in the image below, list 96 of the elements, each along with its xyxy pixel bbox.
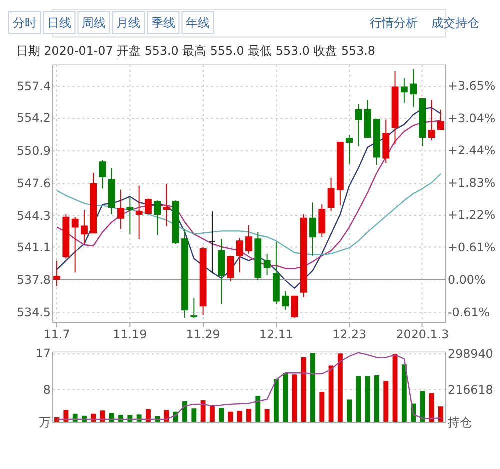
y2-tick-label: +3.04% (448, 112, 496, 126)
y-tick-label: 万 (38, 415, 51, 430)
text: 成交持仓 (431, 16, 480, 30)
bar (182, 401, 188, 422)
bar (146, 409, 151, 422)
candlestick (126, 197, 134, 235)
bar (283, 373, 288, 422)
y2-tick-label: 0.00% (448, 272, 486, 287)
y2-tick-label: +1.83% (448, 176, 496, 190)
candlestick (163, 183, 170, 227)
bar (374, 375, 380, 422)
y-tick-label: 541.1 (16, 240, 51, 254)
y-tick-label: 544.3 (16, 208, 51, 223)
candlestick (99, 160, 106, 190)
bar (256, 396, 261, 422)
candlestick (246, 224, 252, 254)
y-tick-label: 557.4 (16, 80, 51, 94)
candlestick (264, 253, 271, 276)
candlestick (282, 290, 290, 311)
candlestick (318, 204, 326, 238)
bar (310, 353, 316, 422)
text: 日线 (47, 16, 72, 30)
candlestick (227, 255, 234, 282)
text: 行情分析 (370, 16, 418, 30)
candlestick (291, 296, 298, 319)
line-series (56, 173, 442, 256)
bar (328, 366, 334, 422)
bar (438, 406, 444, 422)
candlestick (410, 68, 418, 108)
x-tick-label: 2020.1.3 (396, 327, 450, 342)
bar (402, 364, 407, 422)
candlestick (208, 210, 216, 274)
y2-tick-label: 216618 (448, 383, 494, 398)
candlestick (118, 189, 124, 230)
bar (274, 379, 279, 422)
y2-tick-label: 持仓 (448, 415, 472, 430)
y-tick-label: 17 (36, 346, 51, 361)
bar (365, 376, 370, 422)
bar (246, 409, 252, 422)
bar (384, 381, 389, 422)
candlestick (54, 260, 61, 287)
y-tick-label: 537.8 (16, 273, 51, 287)
y2-tick-label: +3.65% (448, 79, 496, 94)
y2-tick-label: +1.22% (448, 208, 496, 222)
line-series (56, 352, 442, 420)
bar (200, 400, 206, 422)
y2-tick-label: +0.61% (448, 240, 496, 255)
candlestick (154, 200, 162, 236)
bar (420, 391, 426, 422)
x-tick-label: 12.11 (259, 327, 294, 342)
text: 分时 (12, 16, 37, 30)
y-tick-label: 550.9 (16, 144, 51, 158)
bar (237, 411, 242, 422)
candlestick (355, 103, 362, 147)
text: 年线 (186, 16, 210, 30)
candlestick (72, 216, 79, 274)
x-tick-label: 11.7 (44, 327, 70, 342)
x-tick-label: 12.23 (332, 327, 367, 342)
bar (347, 400, 352, 422)
bar (264, 409, 270, 422)
chart-subtitle: 日期 2020-01-07 开盘 553.0 最高 555.0 最低 553.0 收盘 553.8 (16, 44, 376, 58)
bar (429, 393, 434, 422)
candlestick (346, 135, 354, 165)
candlestick (190, 298, 198, 319)
bar (64, 410, 69, 422)
candlestick (328, 177, 335, 212)
text: 周线 (82, 16, 106, 30)
y2-tick-label: 298940 (448, 346, 494, 361)
text: 月线 (116, 16, 141, 30)
y2-tick-label: -0.61% (448, 305, 490, 320)
y-tick-label: 8 (43, 383, 51, 398)
y2-tick-label: +2.44% (448, 143, 496, 158)
candlestick (144, 198, 152, 215)
candlestick (236, 238, 244, 274)
bar (292, 374, 298, 422)
bar (219, 408, 224, 422)
bar (301, 357, 306, 422)
candlestick (438, 109, 444, 130)
candlestick (428, 100, 436, 141)
bar (320, 392, 325, 422)
bar (210, 405, 215, 422)
y-tick-label: 554.2 (16, 111, 51, 126)
candlestick (310, 202, 316, 256)
x-tick-label: 11.29 (186, 327, 220, 342)
bar (228, 412, 234, 422)
bar (338, 354, 343, 422)
text: 季线 (151, 16, 176, 30)
y-tick-label: 547.6 (16, 176, 51, 190)
candlestick (81, 210, 88, 245)
bar (192, 408, 197, 422)
bar (356, 376, 362, 422)
line-series (56, 107, 442, 290)
x-tick-label: 11.19 (113, 327, 148, 342)
candlestick (400, 78, 408, 104)
candlestick (136, 185, 143, 240)
y-tick-label: 534.5 (16, 306, 51, 320)
